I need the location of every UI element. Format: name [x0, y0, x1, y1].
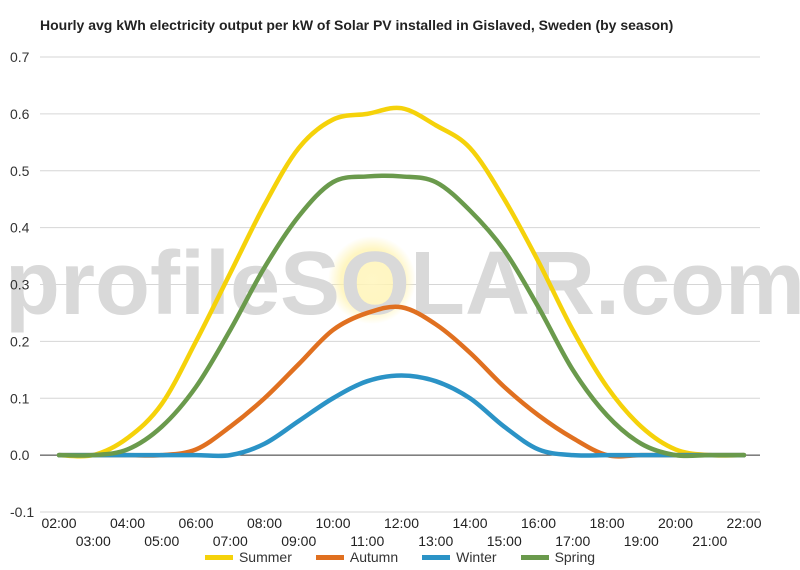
legend-swatch — [204, 554, 233, 560]
x-tick-label: 20:00 — [658, 515, 693, 531]
legend-label: Autumn — [349, 549, 399, 565]
legend-item-winter: Winter — [422, 549, 497, 565]
x-tick-label: 12:00 — [384, 515, 419, 531]
series-line-summer — [56, 105, 747, 459]
y-tick-label: 0.5 — [10, 163, 30, 179]
x-tick-label: 18:00 — [589, 515, 624, 531]
x-tick-label: 08:00 — [247, 515, 282, 531]
legend-item-autumn: Autumn — [315, 549, 399, 565]
x-tick-label: 17:00 — [555, 533, 590, 549]
x-tick-label: 15:00 — [487, 533, 522, 549]
legend-swatch — [422, 554, 451, 560]
x-tick-label: 04:00 — [110, 515, 145, 531]
x-tick-label: 14:00 — [452, 515, 487, 531]
series-line-winter — [56, 373, 747, 459]
y-tick-label: 0.6 — [10, 106, 30, 122]
legend-label: Spring — [554, 549, 596, 565]
legend-label: Summer — [238, 549, 292, 565]
x-tick-label: 16:00 — [521, 515, 556, 531]
legend-item-summer: Summer — [204, 549, 292, 565]
y-tick-label: 0.4 — [10, 220, 30, 236]
watermark-sun-icon — [328, 236, 416, 324]
y-tick-label: 0.1 — [10, 390, 30, 406]
watermark: profileSOLAR.com — [5, 234, 800, 334]
x-tick-label: 19:00 — [624, 533, 659, 549]
series-line-spring — [56, 173, 747, 459]
legend: Summer Autumn Winter Spring — [0, 549, 800, 565]
legend-swatch — [520, 554, 549, 560]
x-tick-label: 13:00 — [418, 533, 453, 549]
y-tick-label: 0.0 — [10, 447, 30, 463]
x-tick-label: 10:00 — [315, 515, 350, 531]
x-tick-label: 05:00 — [144, 533, 179, 549]
legend-item-spring: Spring — [520, 549, 596, 565]
x-tick-label: 22:00 — [726, 515, 761, 531]
x-tick-label: 07:00 — [213, 533, 248, 549]
x-tick-label: 03:00 — [76, 533, 111, 549]
y-tick-label: 0.7 — [10, 49, 30, 65]
y-tick-label: 0.3 — [10, 277, 30, 293]
x-tick-label: 02:00 — [41, 515, 76, 531]
y-tick-label: -0.1 — [10, 504, 34, 520]
legend-swatch — [315, 554, 344, 560]
chart-title: Hourly avg kWh electricity output per kW… — [40, 17, 674, 33]
x-tick-label: 11:00 — [350, 533, 384, 549]
x-tick-label: 06:00 — [178, 515, 213, 531]
x-tick-label: 09:00 — [281, 533, 316, 549]
x-tick-label: 21:00 — [692, 533, 727, 549]
y-tick-label: 0.2 — [10, 333, 30, 349]
legend-label: Winter — [456, 549, 497, 565]
